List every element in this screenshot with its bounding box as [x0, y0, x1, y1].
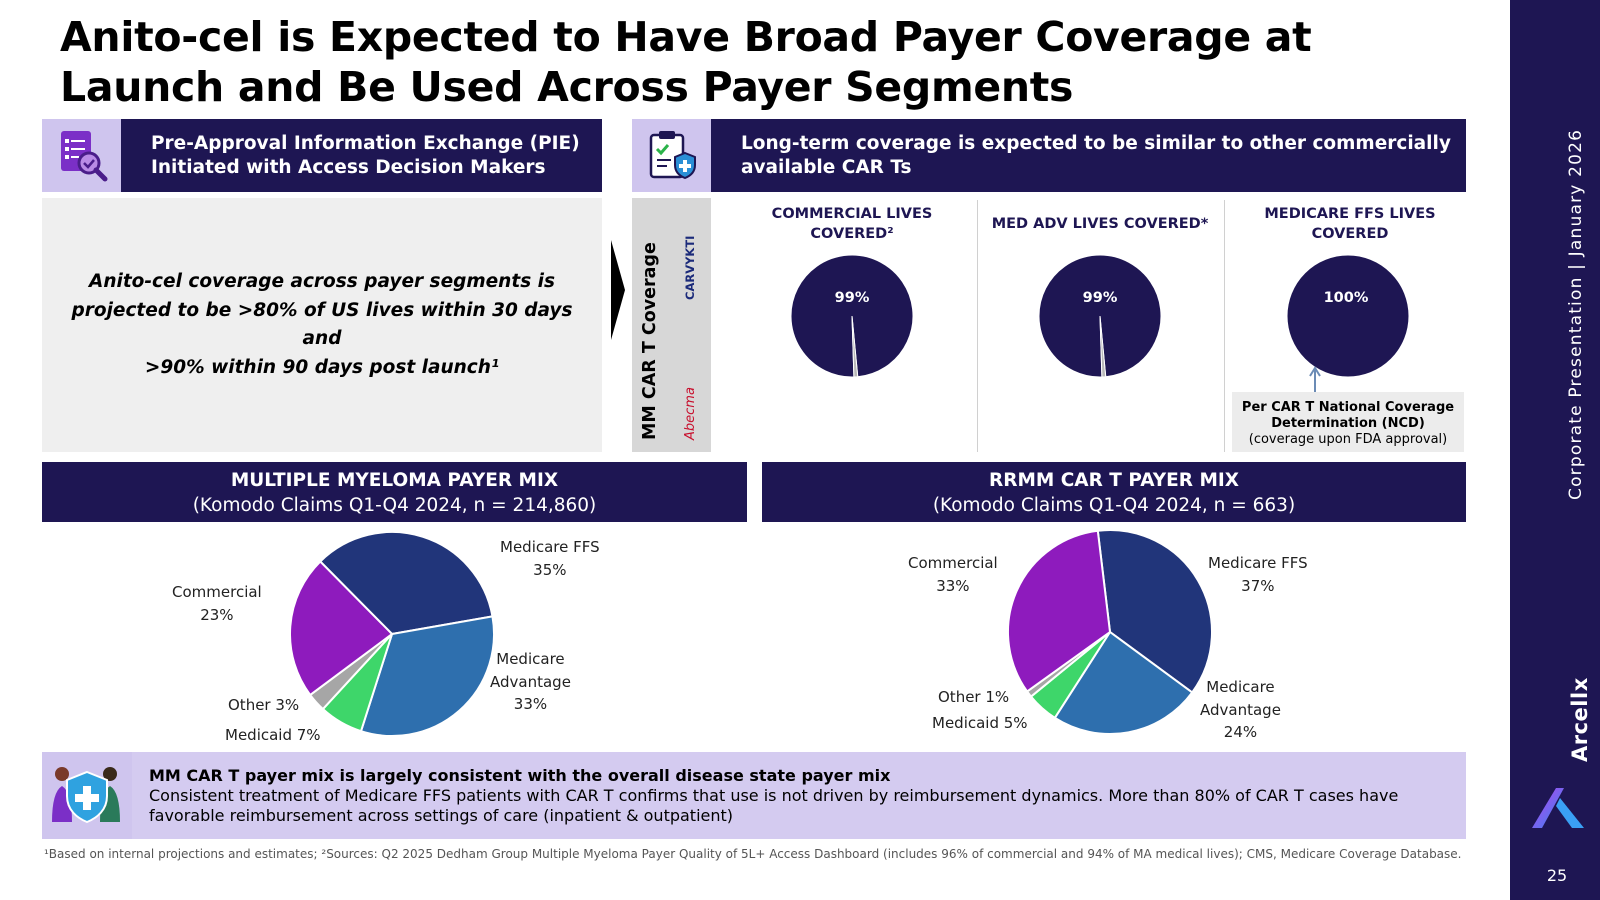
- mm-pie-slice-2: [321, 633, 393, 733]
- pie-icon-box: [42, 119, 121, 192]
- rrmm-payer-mix-banner: RRMM CAR T PAYER MIX (Komodo Claims Q1-Q…: [762, 462, 1466, 522]
- mm-medicare-adv-label: Medicare Advantage 33%: [490, 650, 571, 713]
- med-adv-coverage-heading: MED ADV LIVES COVERED*: [991, 216, 1209, 232]
- mm-medicaid-label: Medicaid 7%: [225, 726, 321, 744]
- coverage-pie-1-slice-1: [1099, 315, 1107, 378]
- callout-line2: projected to be >80% of US lives within …: [71, 299, 573, 350]
- rrmm-payer-mix-subtitle: (Komodo Claims Q1-Q4 2024, n = 663): [932, 495, 1296, 516]
- sidebar-presentation-date: Corporate Presentation | January 2026: [1566, 128, 1586, 500]
- note-body: Consistent treatment of Medicare FFS pat…: [149, 786, 1399, 825]
- mm-payer-mix-title: MULTIPLE MYELOMA PAYER MIX: [230, 470, 559, 491]
- ncd-line3: (coverage upon FDA approval): [1248, 432, 1448, 447]
- clipboard-shield-icon: [649, 130, 696, 179]
- rrmm-pie-slice-3: [1025, 631, 1111, 698]
- payer-mix-note: MM CAR T payer mix is largely consistent…: [42, 752, 1466, 839]
- mm-pie-slice-4: [289, 560, 394, 697]
- rrmm-commercial-label: Commercial 33%: [908, 554, 998, 595]
- coverage-divider-2: [1224, 200, 1225, 452]
- arcellx-wordmark: Arcellx: [1568, 677, 1592, 762]
- mm-car-t-coverage-label: MM CAR T Coverage: [640, 242, 660, 440]
- car-t-brand-strip: [632, 198, 711, 452]
- footnote: ¹Based on internal projections and estim…: [44, 847, 1462, 861]
- mm-payer-mix-banner: MULTIPLE MYELOMA PAYER MIX (Komodo Claim…: [42, 462, 747, 522]
- mm-other-label: Other 3%: [228, 696, 300, 714]
- rrmm-medicare-ffs-label: Medicare FFS 37%: [1208, 554, 1308, 595]
- coverage-divider-1: [977, 200, 978, 452]
- coverage-banner-line2: available CAR Ts: [741, 157, 912, 178]
- commercial-coverage-value: 99%: [834, 290, 870, 306]
- mm-pie-slice-3: [308, 633, 393, 711]
- arcellx-logo-icon: [1532, 788, 1584, 828]
- rrmm-pie-slice-0: [1096, 529, 1213, 694]
- carvykti-logo: CARVYKTI: [683, 235, 697, 300]
- pie-banner: Pre-Approval Information Exchange (PIE) …: [42, 119, 602, 192]
- page-title: Anito-cel is Expected to Have Broad Paye…: [60, 13, 1312, 111]
- ncd-line1: Per CAR T National Coverage: [1241, 400, 1455, 415]
- rrmm-medicare-adv-label: Medicare Advantage 24%: [1200, 678, 1281, 741]
- callout-line3: >90% within 90 days post launch¹: [144, 356, 500, 378]
- mm-pie-slice-0: [318, 531, 494, 636]
- arrow-up-icon: [1309, 366, 1321, 392]
- sidebar: [1510, 0, 1600, 900]
- coverage-projection-callout: Anito-cel coverage across payer segments…: [42, 198, 602, 452]
- callout-line1: Anito-cel coverage across payer segments…: [89, 271, 555, 292]
- medicare-ffs-coverage-heading: MEDICARE FFS LIVES COVERED: [1264, 206, 1436, 242]
- mm-commercial-label: Commercial 23%: [172, 583, 262, 624]
- ncd-line2: Determination (NCD): [1271, 416, 1425, 431]
- rrmm-payer-mix-title: RRMM CAR T PAYER MIX: [988, 470, 1240, 491]
- mm-payer-mix-subtitle: (Komodo Claims Q1-Q4 2024, n = 214,860): [192, 495, 597, 516]
- rrmm-medicaid-label: Medicaid 5%: [932, 714, 1028, 732]
- coverage-pie-0-slice-0: [790, 254, 914, 378]
- rrmm-pie-slice-4: [1007, 529, 1112, 693]
- rrmm-pie-slice-1: [1053, 630, 1194, 735]
- coverage-pie-0-slice-1: [851, 315, 859, 378]
- document-search-icon: [60, 130, 107, 181]
- coverage-icon-box: [632, 119, 711, 192]
- coverage-pie-1-slice-0: [1038, 254, 1162, 378]
- note-heading: MM CAR T payer mix is largely consistent…: [149, 766, 891, 785]
- rrmm-pie-slice-2: [1029, 631, 1111, 720]
- patient-shield-icon: [52, 767, 120, 824]
- mm-pie-slice-1: [359, 615, 495, 737]
- coverage-banner: Long-term coverage is expected to be sim…: [632, 119, 1466, 192]
- ncd-note: Per CAR T National Coverage Determinatio…: [1232, 392, 1464, 452]
- coverage-pie-2-slice-0: [1286, 254, 1410, 378]
- page-number: 25: [1546, 866, 1568, 885]
- commercial-coverage-heading: COMMERCIAL LIVES COVERED²: [771, 206, 933, 242]
- pie-banner-line2: Initiated with Access Decision Makers: [151, 157, 546, 178]
- chevron-right-icon: [611, 240, 625, 340]
- abecma-logo: Abecma: [683, 387, 698, 440]
- pie-banner-line1: Pre-Approval Information Exchange (PIE): [151, 133, 580, 154]
- coverage-banner-line1: Long-term coverage is expected to be sim…: [741, 133, 1451, 154]
- note-icon-box: [42, 752, 132, 839]
- med-adv-coverage-value: 99%: [1082, 290, 1118, 306]
- medicare-ffs-coverage-value: 100%: [1323, 290, 1369, 306]
- rrmm-other-label: Other 1%: [938, 688, 1010, 706]
- mm-medicare-ffs-label: Medicare FFS 35%: [500, 538, 600, 579]
